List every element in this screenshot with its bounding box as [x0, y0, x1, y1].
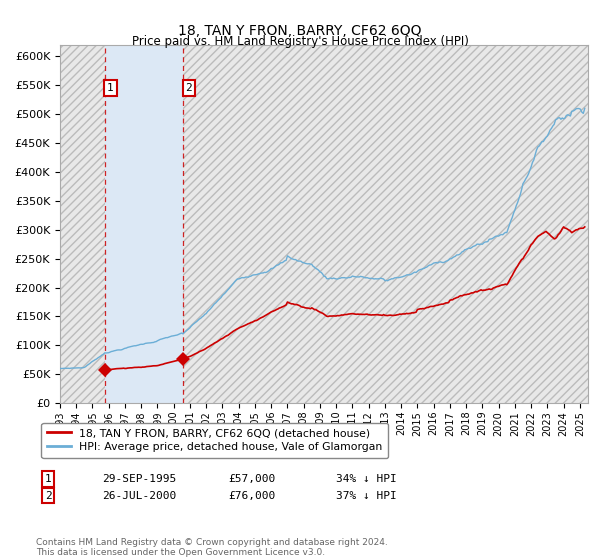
Text: Price paid vs. HM Land Registry's House Price Index (HPI): Price paid vs. HM Land Registry's House …: [131, 35, 469, 49]
Text: £57,000: £57,000: [228, 474, 275, 484]
Text: 37% ↓ HPI: 37% ↓ HPI: [336, 491, 397, 501]
Text: 1: 1: [107, 83, 114, 93]
Text: 2: 2: [185, 83, 192, 93]
Text: 34% ↓ HPI: 34% ↓ HPI: [336, 474, 397, 484]
Bar: [60, 45, 104, 403]
Bar: [183, 45, 588, 403]
Bar: [104, 45, 183, 403]
Text: 1: 1: [44, 474, 52, 484]
Text: 18, TAN Y FRON, BARRY, CF62 6QQ: 18, TAN Y FRON, BARRY, CF62 6QQ: [178, 24, 422, 38]
Text: 26-JUL-2000: 26-JUL-2000: [102, 491, 176, 501]
Text: Contains HM Land Registry data © Crown copyright and database right 2024.
This d: Contains HM Land Registry data © Crown c…: [36, 538, 388, 557]
Text: 2: 2: [44, 491, 52, 501]
Legend: 18, TAN Y FRON, BARRY, CF62 6QQ (detached house), HPI: Average price, detached h: 18, TAN Y FRON, BARRY, CF62 6QQ (detache…: [41, 423, 388, 458]
Text: £76,000: £76,000: [228, 491, 275, 501]
Text: 29-SEP-1995: 29-SEP-1995: [102, 474, 176, 484]
